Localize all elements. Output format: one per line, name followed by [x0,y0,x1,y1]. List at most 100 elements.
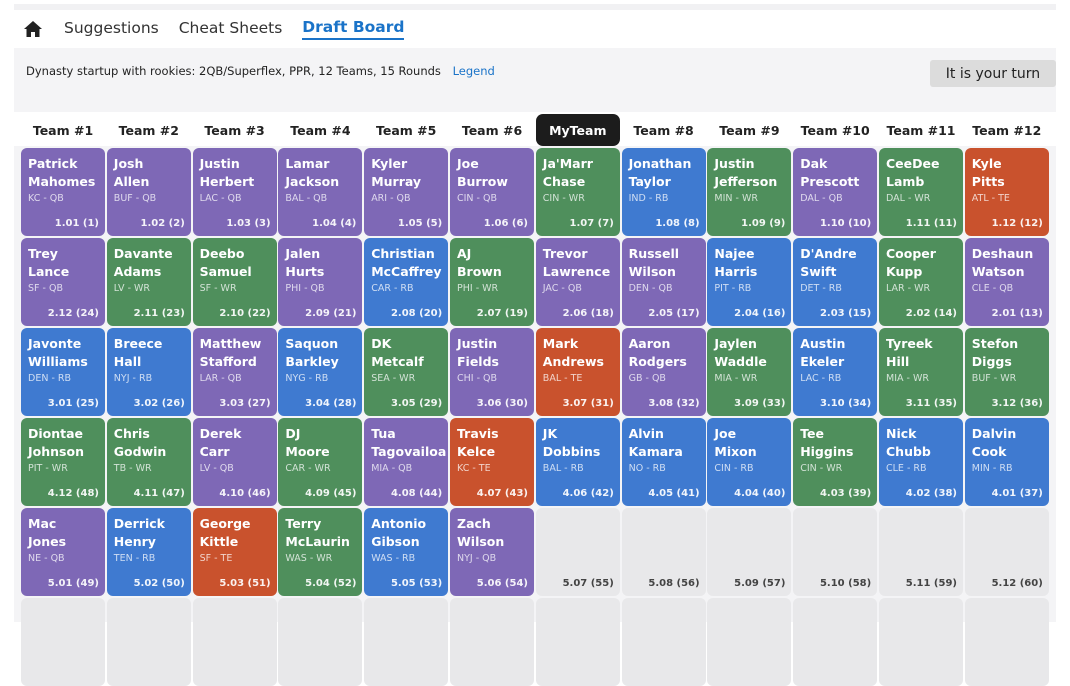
pick-number: 1.04 (4) [312,218,357,229]
player-pick-card[interactable]: Travis Kelce KC - TE 4.07 (43) [450,418,534,506]
player-pick-card[interactable]: Aaron Rodgers GB - QB 3.08 (32) [621,328,706,416]
player-pick-card[interactable]: Trey Lance SF - QB 2.12 (24) [21,238,105,326]
player-pick-card[interactable]: Kyle Pitts ATL - TE 1.12 (12) [964,148,1049,236]
empty-pick-slot[interactable] [621,598,706,686]
player-pick-card[interactable]: Stefon Diggs BUF - WR 3.12 (36) [964,328,1049,416]
empty-pick-slot[interactable] [21,598,105,686]
player-pick-card[interactable]: Cooper Kupp LAR - WR 2.02 (14) [879,238,963,326]
player-pick-card[interactable]: Alvin Kamara NO - RB 4.05 (41) [621,418,706,506]
team-header-12[interactable]: Team #12 [972,122,1042,138]
empty-pick-slot[interactable] [793,598,878,686]
player-pick-card[interactable]: Davante Adams LV - WR 2.11 (23) [106,238,191,326]
player-pick-card[interactable]: Justin Fields CHI - QB 3.06 (30) [450,328,534,416]
player-pick-card[interactable]: Tua Tagovailoa MIA - QB 4.08 (44) [364,418,449,506]
empty-pick-slot[interactable] [192,598,277,686]
pick-number: 1.09 (9) [741,218,786,229]
player-pick-card[interactable]: Matthew Stafford LAR - QB 3.03 (27) [192,328,277,416]
player-team-position: KC - QB [28,193,64,204]
player-pick-card[interactable]: Mark Andrews BAL - TE 3.07 (31) [535,328,620,416]
player-pick-card[interactable]: Russell Wilson DEN - QB 2.05 (17) [621,238,706,326]
player-first-name: Najee [714,246,755,261]
player-pick-card[interactable]: DJ Moore CAR - WR 4.09 (45) [278,418,363,506]
nav-draft-board[interactable]: Draft Board [302,18,405,40]
player-pick-card[interactable]: Dak Prescott DAL - QB 1.10 (10) [793,148,878,236]
player-pick-card[interactable]: AJ Brown PHI - WR 2.07 (19) [450,238,534,326]
player-pick-card[interactable]: Breece Hall NYJ - RB 3.02 (26) [106,328,191,416]
empty-pick-slot[interactable] [106,598,191,686]
team-header-6[interactable]: Team #6 [461,122,523,138]
legend-link[interactable]: Legend [452,64,495,78]
empty-pick-slot[interactable]: 5.09 (57) [707,508,792,596]
top-nav: Suggestions Cheat Sheets Draft Board [14,10,1056,48]
player-team-position: CAR - WR [285,463,331,474]
empty-pick-slot[interactable] [707,598,792,686]
player-team-position: WAS - RB [371,553,416,564]
nav-cheat-sheets[interactable]: Cheat Sheets [178,19,283,37]
team-header-11[interactable]: Team #11 [886,122,956,138]
empty-pick-slot[interactable] [879,598,963,686]
empty-pick-slot[interactable] [364,598,449,686]
player-pick-card[interactable]: Dalvin Cook MIN - RB 4.01 (37) [964,418,1049,506]
player-pick-card[interactable]: Kyler Murray ARI - QB 1.05 (5) [364,148,449,236]
player-pick-card[interactable]: Chris Godwin TB - WR 4.11 (47) [106,418,191,506]
player-pick-card[interactable]: Derek Carr LV - QB 4.10 (46) [192,418,277,506]
empty-pick-slot[interactable] [450,598,534,686]
player-pick-card[interactable]: Terry McLaurin WAS - WR 5.04 (52) [278,508,363,596]
player-pick-card[interactable]: Jonathan Taylor IND - RB 1.08 (8) [621,148,706,236]
empty-pick-slot[interactable] [278,598,363,686]
team-header-8[interactable]: Team #8 [633,122,694,138]
team-header-10[interactable]: Team #10 [800,122,870,138]
player-pick-card[interactable]: Trevor Lawrence JAC - QB 2.06 (18) [535,238,620,326]
your-turn-button[interactable]: It is your turn [930,60,1056,87]
team-header-7[interactable]: MyTeam [535,114,620,146]
team-header-3[interactable]: Team #3 [204,122,265,138]
team-header-4[interactable]: Team #4 [290,122,351,138]
player-pick-card[interactable]: Tyreek Hill MIA - WR 3.11 (35) [879,328,963,416]
home-icon[interactable] [22,18,44,40]
player-pick-card[interactable]: Mac Jones NE - QB 5.01 (49) [21,508,105,596]
player-pick-card[interactable]: Derrick Henry TEN - RB 5.02 (50) [106,508,191,596]
empty-pick-slot[interactable]: 5.07 (55) [535,508,620,596]
player-pick-card[interactable]: Justin Jefferson MIN - WR 1.09 (9) [707,148,792,236]
player-pick-card[interactable]: Zach Wilson NYJ - QB 5.06 (54) [450,508,534,596]
empty-pick-slot[interactable]: 5.08 (56) [621,508,706,596]
player-pick-card[interactable]: CeeDee Lamb DAL - WR 1.11 (11) [879,148,963,236]
team-header-9[interactable]: Team #9 [719,122,780,138]
player-pick-card[interactable]: Tee Higgins CIN - WR 4.03 (39) [793,418,878,506]
player-pick-card[interactable]: Javonte Williams DEN - RB 3.01 (25) [21,328,105,416]
player-pick-card[interactable]: Najee Harris PIT - RB 2.04 (16) [707,238,792,326]
empty-pick-slot[interactable] [535,598,620,686]
player-pick-card[interactable]: Justin Herbert LAC - QB 1.03 (3) [192,148,277,236]
player-team-position: CIN - QB [457,193,498,204]
player-pick-card[interactable]: Antonio Gibson WAS - RB 5.05 (53) [364,508,449,596]
player-pick-card[interactable]: Diontae Johnson PIT - WR 4.12 (48) [21,418,105,506]
player-pick-card[interactable]: Joe Mixon CIN - RB 4.04 (40) [707,418,792,506]
team-header-2[interactable]: Team #2 [118,122,179,138]
empty-pick-slot[interactable]: 5.10 (58) [793,508,878,596]
player-pick-card[interactable]: Austin Ekeler LAC - RB 3.10 (34) [793,328,878,416]
player-pick-card[interactable]: Saquon Barkley NYG - RB 3.04 (28) [278,328,363,416]
player-pick-card[interactable]: Deebo Samuel SF - WR 2.10 (22) [192,238,277,326]
player-pick-card[interactable]: DK Metcalf SEA - WR 3.05 (29) [364,328,449,416]
nav-suggestions[interactable]: Suggestions [64,19,159,37]
player-pick-card[interactable]: Jalen Hurts PHI - QB 2.09 (21) [278,238,363,326]
player-pick-card[interactable]: Josh Allen BUF - QB 1.02 (2) [106,148,191,236]
empty-pick-slot[interactable]: 5.11 (59) [879,508,963,596]
player-pick-card[interactable]: Deshaun Watson CLE - QB 2.01 (13) [964,238,1049,326]
player-pick-card[interactable]: Christian McCaffrey CAR - RB 2.08 (20) [364,238,449,326]
player-pick-card[interactable]: Nick Chubb CLE - RB 4.02 (38) [879,418,963,506]
player-pick-card[interactable]: Ja'Marr Chase CIN - WR 1.07 (7) [535,148,620,236]
player-pick-card[interactable]: Patrick Mahomes KC - QB 1.01 (1) [21,148,105,236]
player-pick-card[interactable]: George Kittle SF - TE 5.03 (51) [192,508,277,596]
player-last-name: Samuel [199,264,252,279]
team-header-1[interactable]: Team #1 [32,122,94,138]
player-pick-card[interactable]: JK Dobbins BAL - RB 4.06 (42) [535,418,620,506]
team-header-5[interactable]: Team #5 [376,122,437,138]
player-pick-card[interactable]: D'Andre Swift DET - RB 2.03 (15) [793,238,878,326]
empty-pick-slot[interactable] [964,598,1049,686]
player-pick-card[interactable]: Jaylen Waddle MIA - WR 3.09 (33) [707,328,792,416]
empty-pick-slot[interactable]: 5.12 (60) [964,508,1049,596]
pick-number: 5.07 (55) [562,578,614,589]
player-pick-card[interactable]: Joe Burrow CIN - QB 1.06 (6) [450,148,534,236]
player-pick-card[interactable]: Lamar Jackson BAL - QB 1.04 (4) [278,148,363,236]
